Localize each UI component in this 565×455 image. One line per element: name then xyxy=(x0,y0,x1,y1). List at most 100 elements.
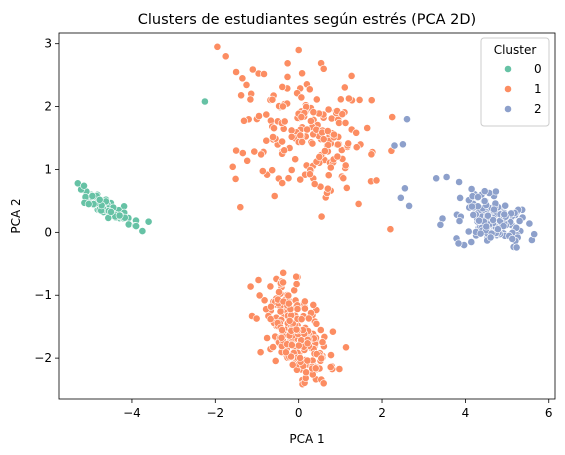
legend-box xyxy=(480,37,550,127)
data-point-cluster-1 xyxy=(305,170,314,179)
data-point-cluster-1 xyxy=(297,113,306,121)
legend-marker-2 xyxy=(504,105,512,113)
data-point-cluster-2 xyxy=(464,227,473,236)
data-point-cluster-1 xyxy=(238,149,247,157)
data-point-cluster-1 xyxy=(260,70,268,78)
data-point-cluster-1 xyxy=(266,315,275,323)
x-tick-label: 6 xyxy=(545,406,553,420)
legend-label-2: 2 xyxy=(534,102,542,116)
data-point-cluster-1 xyxy=(246,282,255,291)
data-point-cluster-1 xyxy=(318,338,327,347)
data-point-cluster-1 xyxy=(246,95,255,104)
data-point-cluster-1 xyxy=(279,268,288,277)
data-point-cluster-1 xyxy=(335,119,343,127)
data-point-cluster-1 xyxy=(344,139,353,148)
data-point-cluster-1 xyxy=(270,124,278,133)
data-point-cluster-1 xyxy=(319,135,328,144)
chart-title: Clusters de estudiantes según estrés (PC… xyxy=(138,12,476,28)
data-point-cluster-2 xyxy=(390,141,399,150)
data-point-cluster-1 xyxy=(298,69,306,78)
data-point-cluster-2 xyxy=(455,178,463,186)
data-point-cluster-1 xyxy=(237,91,245,100)
data-point-cluster-2 xyxy=(400,184,409,193)
data-point-cluster-1 xyxy=(367,96,376,105)
y-axis-title: PCA 2 xyxy=(9,198,23,233)
data-point-cluster-1 xyxy=(278,83,287,91)
data-point-cluster-2 xyxy=(454,239,463,248)
data-point-cluster-1 xyxy=(315,152,324,161)
data-point-cluster-1 xyxy=(238,74,247,83)
x-tick-label: 4 xyxy=(462,406,470,420)
data-point-cluster-1 xyxy=(304,314,313,323)
data-point-cluster-1 xyxy=(388,113,397,121)
data-point-cluster-1 xyxy=(228,162,237,171)
data-point-cluster-1 xyxy=(270,192,279,200)
data-point-cluster-1 xyxy=(363,124,372,132)
data-point-cluster-1 xyxy=(312,319,321,328)
data-point-cluster-1 xyxy=(275,288,283,296)
data-point-cluster-2 xyxy=(468,202,476,211)
data-point-cluster-1 xyxy=(320,147,329,155)
data-point-cluster-1 xyxy=(312,95,321,104)
data-point-cluster-1 xyxy=(323,127,332,135)
data-point-cluster-1 xyxy=(221,52,230,61)
y-tick-label: −1 xyxy=(34,288,52,302)
data-point-cluster-1 xyxy=(294,46,303,54)
data-point-cluster-2 xyxy=(475,216,483,225)
data-point-cluster-1 xyxy=(323,184,332,193)
data-point-cluster-1 xyxy=(352,143,361,152)
data-point-cluster-1 xyxy=(248,65,257,74)
data-point-cluster-0 xyxy=(132,222,140,230)
data-point-cluster-1 xyxy=(333,140,342,149)
data-point-cluster-1 xyxy=(300,297,309,306)
data-point-cluster-1 xyxy=(232,146,240,155)
data-point-cluster-1 xyxy=(306,117,315,125)
legend-marker-0 xyxy=(504,65,512,73)
data-point-cluster-0 xyxy=(124,220,133,229)
data-point-cluster-1 xyxy=(236,203,245,212)
x-tick-label: 2 xyxy=(378,406,386,420)
data-point-cluster-1 xyxy=(297,93,306,102)
data-point-cluster-1 xyxy=(293,305,302,313)
data-point-cluster-2 xyxy=(500,210,509,219)
data-point-cluster-0 xyxy=(95,195,104,204)
data-point-cluster-1 xyxy=(342,183,351,192)
data-point-cluster-2 xyxy=(491,187,500,196)
data-point-cluster-1 xyxy=(288,360,297,369)
data-point-cluster-1 xyxy=(260,296,269,305)
data-point-cluster-1 xyxy=(287,352,295,361)
data-point-cluster-1 xyxy=(255,112,263,120)
data-point-cluster-1 xyxy=(309,108,318,117)
data-point-cluster-1 xyxy=(326,163,335,172)
data-point-cluster-2 xyxy=(490,205,498,214)
data-point-cluster-1 xyxy=(386,225,395,234)
data-point-cluster-1 xyxy=(292,280,301,288)
data-point-cluster-2 xyxy=(467,185,476,193)
data-point-cluster-0 xyxy=(115,211,124,220)
legend-label-1: 1 xyxy=(534,82,542,96)
x-tick-label: −4 xyxy=(123,406,141,420)
data-point-cluster-1 xyxy=(277,333,286,342)
data-point-cluster-1 xyxy=(284,299,293,308)
data-point-cluster-2 xyxy=(482,222,491,231)
data-point-cluster-1 xyxy=(341,119,350,127)
data-point-cluster-1 xyxy=(328,327,337,336)
data-point-cluster-1 xyxy=(276,307,285,316)
data-point-cluster-1 xyxy=(319,64,328,73)
data-point-cluster-1 xyxy=(336,95,345,104)
legend-title: Cluster xyxy=(494,43,537,57)
data-point-cluster-1 xyxy=(338,110,347,119)
data-point-cluster-1 xyxy=(296,353,304,362)
data-point-cluster-1 xyxy=(324,105,333,114)
data-point-cluster-2 xyxy=(467,238,476,246)
data-point-cluster-2 xyxy=(483,211,492,220)
data-point-cluster-1 xyxy=(339,174,348,183)
data-point-cluster-1 xyxy=(310,180,319,188)
data-point-cluster-1 xyxy=(316,326,325,334)
data-point-cluster-2 xyxy=(456,193,464,202)
data-point-cluster-1 xyxy=(324,171,333,180)
y-axis: −2 −1 0 1 2 3 xyxy=(34,37,59,365)
data-point-cluster-1 xyxy=(303,356,312,365)
data-point-cluster-2 xyxy=(515,217,524,225)
data-point-cluster-1 xyxy=(287,132,296,141)
